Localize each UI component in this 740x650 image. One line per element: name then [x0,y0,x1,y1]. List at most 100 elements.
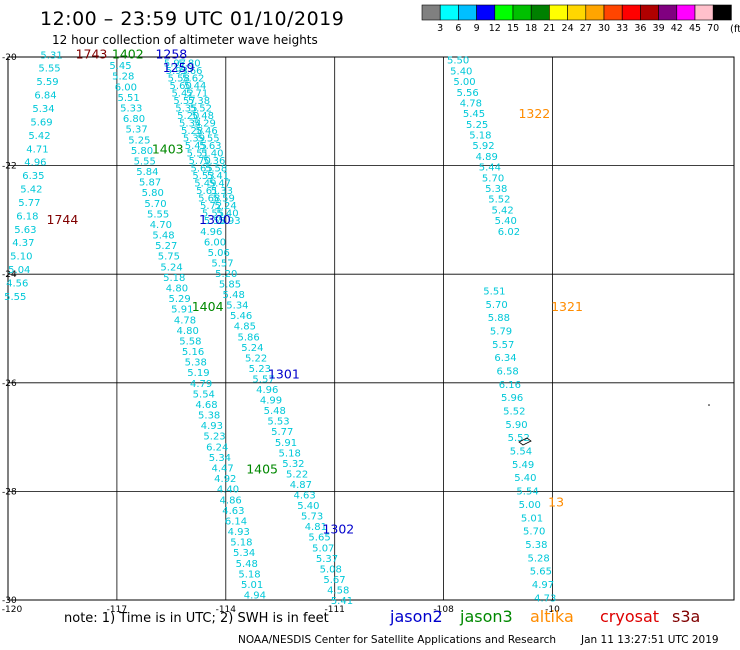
swh-value: 5.87 [139,178,161,189]
swh-value: 5.72 [200,201,222,212]
swh-value: 5.16 [182,347,204,358]
swh-value: 5.70 [482,173,504,184]
swh-value: 5.29 [168,294,190,305]
swh-value: 5.68 [198,193,220,204]
legend-altika: altika [530,607,574,626]
swh-value: 4.71 [26,144,48,155]
swh-value: 6.02 [498,227,520,238]
swh-value: 4.56 [6,278,28,289]
swh-value: 5.18 [238,569,260,580]
swh-value: 4.93 [201,421,223,432]
swh-value: 5.23 [249,364,271,375]
swh-value: 5.42 [28,131,50,142]
swh-value: 5.52 [508,433,530,444]
swh-value: 5.04 [8,265,30,276]
swh-value: 4.99 [260,396,282,407]
swh-value: 6.16 [499,380,521,391]
colorbar-label: 70 [707,23,719,34]
swh-value: 5.84 [136,167,158,178]
swh-value: 5.69 [30,117,52,128]
colorbar-swatch [530,4,550,21]
swh-value: 5.51 [483,286,505,297]
colorbar-swatch [640,4,659,21]
colorbar-swatch [567,4,587,21]
swh-value: 5.85 [219,280,241,291]
swh-value: 5.55 [38,64,60,75]
swh-value: 5.32 [282,459,304,470]
x-tick-label: -108 [433,605,454,615]
swh-value: 5.01 [521,513,543,524]
y-tick-label: -28 [2,487,17,497]
swh-value: 4.86 [220,495,242,506]
swh-value: 5.65 [308,533,330,544]
swh-value: 4.47 [211,464,233,475]
swh-value: 5.38 [198,411,220,422]
swh-value: 5.40 [495,216,517,227]
swh-value: 4.68 [195,400,217,411]
swh-value: 5.58 [179,336,201,347]
swh-value: 5.44 [184,81,206,92]
swh-value: 5.00 [519,500,541,511]
swh-value: 5.28 [527,553,549,564]
swh-value: 5.19 [187,368,209,379]
x-tick-label: -10 [545,605,560,615]
footer-credit: NOAA/NESDIS Center for Satellite Applica… [238,634,556,646]
swh-value: 5.61 [196,186,218,197]
swh-value: 5.34 [233,548,255,559]
swh-value: 5.54 [193,389,215,400]
colorbar: 3 6 9 12 15 18 21 24 27 30 33 36 39 42 45 70 [421,4,732,34]
swh-value: 5.75 [158,252,180,263]
swh-value: 5.79 [490,327,512,338]
swh-value: 5.51 [187,148,209,159]
swh-value: 5.86 [237,332,259,343]
swh-values: 5.31 5.55 5.59 6.84 5.34 5.69 5.42 4.71 4.96 6.35… [4,50,556,607]
swh-value: 5.42 [20,185,42,196]
swh-value: 5.18 [230,538,252,549]
swh-value: 5.96 [501,393,523,404]
colorbar-swatch [621,4,641,21]
swh-value: 5.07 [312,543,334,554]
swh-value: 5.91 [275,438,297,449]
y-tick-label: -26 [2,379,17,389]
swh-value: 5.46 [195,126,217,137]
swh-value: 5.88 [488,313,510,324]
swh-value: 4.58 [327,585,349,596]
swh-value: 5.92 [472,141,494,152]
swh-value: 4.96 [24,158,46,169]
swh-value: 4.89 [476,152,498,163]
legend-s3a: s3a [672,607,701,626]
swh-value: 4.85 [234,322,256,333]
swh-value: 5.42 [171,88,193,99]
swh-value: 6.18 [16,211,38,222]
pass-label: 1404 [192,299,224,314]
swh-value: 5.34 [209,453,231,464]
swh-value: 5.29 [194,118,216,129]
page-title: 12:00 – 23:59 UTC 01/10/2019 [40,8,345,30]
swh-value: 5.48 [223,290,245,301]
swh-value: 5.35 [175,103,197,114]
legend-jason2: jason2 [390,607,443,626]
x-tick-label: -117 [107,605,127,615]
swh-value: 5.40 [216,208,238,219]
swh-value: 5.93 [218,216,240,227]
swh-value: 4.73 [534,593,556,604]
swh-value: 4.80 [177,326,199,337]
swh-value: 4.92 [214,474,236,485]
swh-value: 5.54 [510,447,532,458]
swh-value: 5.28 [112,72,134,83]
pass-label: 1302 [322,521,354,536]
swh-value: 5.38 [188,96,210,107]
swh-value: 5.34 [226,301,248,312]
swh-value: 4.87 [290,480,312,491]
colorbar-swatch [421,4,441,21]
swh-value: 5.70 [523,527,545,538]
swh-value: 5.55 [134,156,156,167]
swh-value: 5.40 [201,148,223,159]
swh-value: 5.46 [230,311,252,322]
swh-value: 5.57 [211,258,233,269]
swh-value: 5.60 [170,81,192,92]
swh-value: 5.77 [271,427,293,438]
swh-value: 4.78 [174,315,196,326]
